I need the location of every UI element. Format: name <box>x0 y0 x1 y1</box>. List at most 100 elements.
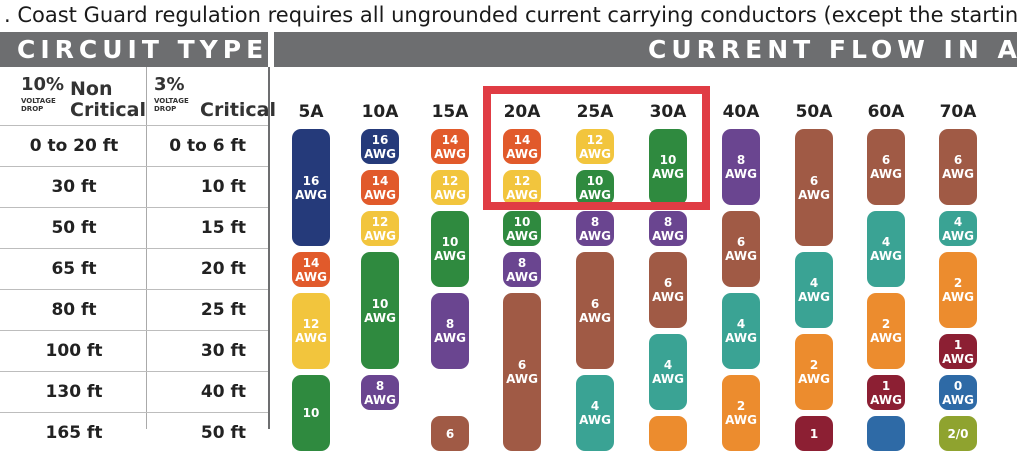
wire-gauge-pill: 10 AWG <box>576 170 614 205</box>
wire-gauge-pill: 4 AWG <box>939 211 977 246</box>
gauge-unit: AWG <box>798 290 830 304</box>
gauge-number: 8 <box>517 255 527 270</box>
row-divider <box>0 289 268 290</box>
gauge-unit: AWG <box>364 228 396 243</box>
wire-gauge-pill: 6 AWG <box>649 252 687 328</box>
gauge-unit: AWG <box>652 167 684 181</box>
gauge-unit: AWG <box>434 146 466 161</box>
row-label-critical: 0 to 6 ft <box>169 136 246 156</box>
gauge-number: 16 <box>371 132 389 147</box>
gauge-number: 12 <box>586 132 604 147</box>
wire-gauge-pill: 2/0 <box>939 416 977 451</box>
gauge-unit: AWG <box>434 331 466 345</box>
gauge-number: 6 <box>736 235 746 249</box>
row-label-critical: 25 ft <box>200 300 246 320</box>
amp-header: 5A <box>298 102 324 122</box>
voltage-caption: VOLTAGE <box>21 97 56 105</box>
regulation-note: . Coast Guard regulation requires all un… <box>4 3 1017 27</box>
gauge-unit: AWG <box>870 392 902 407</box>
wire-gauge-pill: 2 AWG <box>795 334 833 410</box>
gauge-number: 14 <box>441 132 459 147</box>
wire-gauge-pill: 4 AWG <box>795 252 833 328</box>
highlight-box <box>483 86 710 210</box>
gauge-number: 4 <box>953 214 963 229</box>
gauge-number: 8 <box>445 317 455 331</box>
gauge-number: 14 <box>371 173 389 188</box>
gauge-number: 0 <box>953 378 963 393</box>
voltage-drop-percent: 3% <box>154 74 185 95</box>
gauge-number: 12 <box>441 173 459 188</box>
wire-gauge-pill: 12 AWG <box>576 129 614 164</box>
amp-header: 15A <box>431 102 469 122</box>
row-label-non-critical: 0 to 20 ft <box>29 136 119 156</box>
row-label-non-critical: 50 ft <box>51 218 97 238</box>
gauge-unit: AWG <box>870 331 902 345</box>
gauge-number: 6 <box>517 358 527 372</box>
drop-caption: DROP <box>154 105 177 113</box>
voltage-drop-caption: VOLTAGE DROP <box>154 97 189 113</box>
gauge-unit: AWG <box>942 290 974 304</box>
amp-header: 40A <box>722 102 760 122</box>
row-label-critical: 15 ft <box>200 218 246 238</box>
current-flow-header: CURRENT FLOW IN AM <box>274 32 1017 67</box>
row-divider <box>0 207 268 208</box>
row-divider <box>0 330 268 331</box>
wire-gauge-pill: 14 AWG <box>503 129 541 164</box>
gauge-number: 6 <box>881 153 891 167</box>
wire-gauge-pill: 16 AWG <box>361 129 399 164</box>
amp-header: 20A <box>503 102 541 122</box>
wire-gauge-pill: 8 AWG <box>649 211 687 246</box>
wire-gauge-pill: 4 AWG <box>867 211 905 287</box>
wire-gauge-pill: 6 AWG <box>795 129 833 246</box>
row-label-critical: 10 ft <box>200 177 246 197</box>
wire-gauge-pill: 1 AWG <box>867 375 905 410</box>
gauge-unit: AWG <box>942 392 974 407</box>
gauge-number: 1 <box>953 337 963 352</box>
gauge-number: 10 <box>659 153 677 167</box>
wire-gauge-pill: 6 AWG <box>939 129 977 205</box>
wire-gauge-pill <box>867 416 905 451</box>
wire-gauge-pill: 6 AWG <box>867 129 905 205</box>
wire-gauge-pill: 12 AWG <box>431 170 469 205</box>
gauge-number: 16 <box>302 173 320 188</box>
wire-gauge-pill: 1 <box>795 416 833 451</box>
wire-gauge-pill: 6 AWG <box>503 293 541 451</box>
wire-gauge-pill: 10 AWG <box>361 252 399 369</box>
gauge-number: 12 <box>302 317 320 331</box>
gauge-unit: AWG <box>798 372 830 386</box>
row-label-non-critical: 80 ft <box>51 300 97 320</box>
wire-gauge-pill: 0 AWG <box>939 375 977 410</box>
gauge-number: 8 <box>736 153 746 167</box>
row-label-non-critical: 165 ft <box>45 423 103 443</box>
gauge-unit: AWG <box>434 249 466 263</box>
gauge-number: 1 <box>881 378 891 393</box>
wire-gauge-pill: 4 AWG <box>722 293 760 369</box>
gauge-unit: AWG <box>725 413 757 427</box>
wire-gauge-pill: 8 AWG <box>722 129 760 205</box>
gauge-number: 4 <box>590 399 600 413</box>
gauge-unit: AWG <box>652 290 684 304</box>
wire-gauge-pill: 2 AWG <box>939 252 977 328</box>
gauge-number: 2 <box>809 358 819 372</box>
gauge-unit: AWG <box>506 146 538 161</box>
wire-gauge-pill: 2 AWG <box>867 293 905 369</box>
gauge-number: 10 <box>441 235 459 249</box>
row-label-critical: 40 ft <box>200 382 246 402</box>
wire-gauge-pill: 16 AWG <box>292 129 330 246</box>
row-label-non-critical: 130 ft <box>45 382 103 402</box>
wire-gauge-pill: 8 AWG <box>431 293 469 369</box>
gauge-unit: AWG <box>364 392 396 407</box>
row-label-non-critical: 30 ft <box>51 177 97 197</box>
gauge-unit: AWG <box>506 372 538 386</box>
gauge-number: 2 <box>953 276 963 290</box>
gauge-number: 6 <box>663 276 673 290</box>
gauge-number: 2 <box>736 399 746 413</box>
gauge-unit: AWG <box>295 269 327 284</box>
gauge-number: 8 <box>375 378 385 393</box>
wire-gauge-pill: 10 AWG <box>503 211 541 246</box>
gauge-number: 4 <box>881 235 891 249</box>
gauge-unit: AWG <box>295 187 327 202</box>
gauge-number: 6 <box>809 173 819 188</box>
wire-gauge-pill: 4 AWG <box>576 375 614 451</box>
row-divider <box>0 371 268 372</box>
